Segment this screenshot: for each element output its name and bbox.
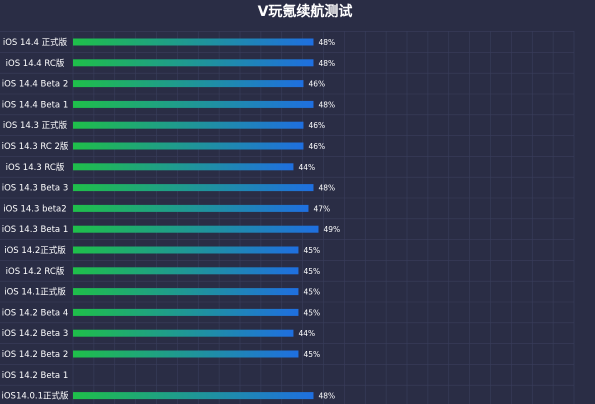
category-label: iOS 14.3 Beta 1: [2, 225, 69, 235]
category-label: iOS 14.3 Beta 3: [2, 184, 69, 194]
category-label: iOS 14.2 Beta 4: [2, 308, 69, 318]
bar: [73, 38, 314, 46]
chart-title: V玩氪续航测试: [258, 3, 353, 20]
category-label: iOS 14.3 RC 2版: [2, 141, 69, 152]
bar: [73, 392, 314, 400]
category-label: iOS 14.2 RC版: [6, 266, 65, 277]
category-label: iOS 14.1正式版: [4, 287, 66, 298]
value-label: 48%: [318, 100, 335, 109]
category-label: iOS 14.4 Beta 2: [2, 80, 69, 90]
bar: [73, 350, 299, 358]
bar: [73, 184, 314, 192]
bar: [73, 267, 299, 275]
category-label: iOS 14.2 Beta 2: [2, 350, 69, 360]
bar: [73, 246, 299, 254]
category-label: iOS 14.2 Beta 3: [2, 329, 69, 339]
category-label: iOS 14.3 正式版: [3, 120, 68, 131]
bar: [73, 288, 299, 296]
bar: [73, 225, 319, 233]
value-label: 48%: [318, 184, 335, 193]
value-label: 44%: [298, 163, 315, 172]
value-label: 44%: [298, 329, 315, 338]
category-label: iOS 14.2正式版: [4, 245, 66, 256]
value-label: 48%: [318, 38, 335, 47]
value-label: 46%: [308, 142, 325, 151]
value-label: 45%: [303, 267, 320, 276]
value-label: 45%: [303, 246, 320, 255]
value-label: 45%: [303, 288, 320, 297]
label-layer: iOS 14.4 正式版 48% iOS 14.4 RC版 48% iOS 14.4 B…: [2, 37, 341, 402]
category-label: iOS 14.3 RC版: [6, 162, 65, 173]
value-label: 48%: [318, 59, 335, 68]
bar: [73, 100, 314, 108]
bar: [73, 142, 304, 150]
value-label: 46%: [308, 80, 325, 89]
bar: [73, 121, 304, 129]
value-label: 45%: [303, 308, 320, 317]
category-label: iOS 14.3 beta2: [3, 204, 66, 214]
value-label: 45%: [303, 350, 320, 359]
category-label: iOS14.0.1正式版: [2, 391, 69, 402]
category-label: iOS 14.4 正式版: [3, 37, 68, 48]
bar: [73, 163, 294, 171]
value-label: 49%: [323, 225, 340, 234]
category-label: iOS 14.2 Beta 1: [2, 371, 69, 381]
bar: [73, 329, 294, 337]
value-label: 46%: [308, 121, 325, 130]
bar-layer: [73, 38, 319, 400]
bar: [73, 204, 309, 212]
category-label: iOS 14.4 RC版: [6, 58, 65, 69]
bar: [73, 59, 314, 67]
value-label: 47%: [313, 204, 330, 213]
grid-layer: [0, 31, 575, 404]
bar: [73, 80, 304, 88]
category-label: iOS 14.4 Beta 1: [2, 100, 69, 110]
bar: [73, 308, 299, 316]
value-label: 48%: [318, 392, 335, 401]
